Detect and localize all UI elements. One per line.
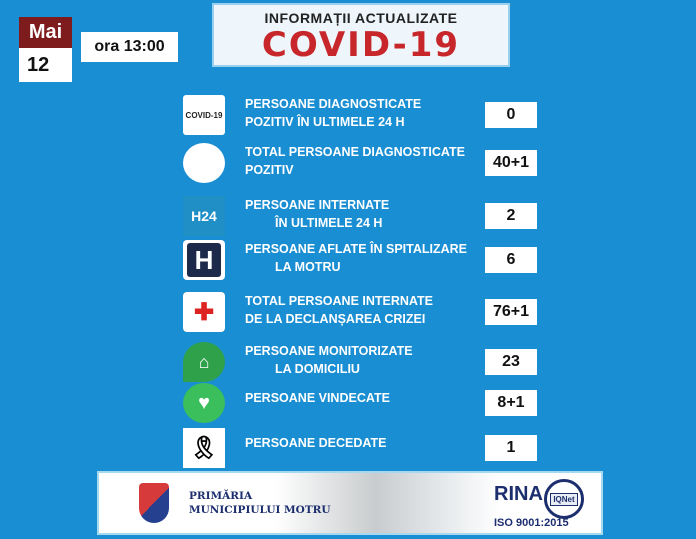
h24-icon: H24 [183,196,225,236]
footer-line2: MUNICIPIULUI MOTRU [189,504,331,516]
icon-glyph: 🎗 [190,435,218,460]
iqnet-label: IQNet [550,492,578,506]
hospital-glyph: H [187,243,221,277]
banner-subtitle: INFORMAȚII ACTUALIZATE [264,10,458,26]
footer-line1: PRIMĂRIA [189,490,253,502]
date-month: Mai [19,17,72,48]
stat-label: PERSOANE MONITORIZATE LA DOMICILIU [245,342,413,378]
footer-banner: PRIMĂRIA MUNICIPIULUI MOTRU RINA IQNet I… [97,471,603,535]
stat-value: 2 [485,203,537,229]
covid-test-icon: COVID-19 [183,95,225,135]
stat-label: PERSOANE DECEDATE [245,434,386,452]
home-location-icon: ⌂ [183,342,225,382]
stat-label-line2: POZITIV ÎN ULTIMELE 24 H [245,115,405,129]
stat-label: PERSOANE VINDECATE [245,389,390,407]
stat-label: TOTAL PERSOANE INTERNATE DE LA DECLANȘAR… [245,292,433,328]
stat-label: TOTAL PERSOANE DIAGNOSTICATE POZITIV [245,143,465,179]
stat-label-line1: PERSOANE INTERNATE [245,198,390,212]
stat-label-line2: DE LA DECLANȘAREA CRIZEI [245,312,426,326]
heart-pulse-icon: ♥ [183,383,225,423]
stat-value: 76+1 [485,299,537,325]
city-hall-name: PRIMĂRIA MUNICIPIULUI MOTRU [189,489,331,517]
stat-label-line1: PERSOANE AFLATE ÎN SPITALIZARE [245,242,467,256]
patient-icon [183,143,225,183]
hospital-icon: H [183,240,225,280]
rina-logo: RINA [494,483,543,505]
update-time: ora 13:00 [81,32,178,62]
stat-label-line1: TOTAL PERSOANE INTERNATE [245,294,433,308]
stat-value: 1 [485,435,537,461]
coat-of-arms-icon [139,483,169,523]
title-banner: INFORMAȚII ACTUALIZATE COVID-19 [212,3,510,67]
iso-label: ISO 9001:2015 [494,517,569,529]
stat-label-line1: PERSOANE DECEDATE [245,436,387,450]
stat-label-line2: POZITIV [245,163,294,177]
stat-value: 8+1 [485,390,537,416]
stat-value: 6 [485,247,537,273]
stat-label-line2: LA MOTRU [275,260,341,274]
stat-label: PERSOANE INTERNATE ÎN ULTIMELE 24 H [245,196,389,232]
date-day: 12 [19,48,72,82]
stat-label-line2: ÎN ULTIMELE 24 H [275,216,383,230]
stat-label-line1: PERSOANE DIAGNOSTICATE [245,97,422,111]
icon-glyph: ⌂ [198,351,210,372]
icon-glyph: H24 [191,208,217,224]
stat-value: 40+1 [485,150,537,176]
medical-star-icon: ✚ [183,292,225,332]
stat-label-line1: TOTAL PERSOANE DIAGNOSTICATE [245,145,465,159]
stat-label-line2: LA DOMICILIU [275,362,360,376]
icon-glyph: ✚ [193,298,215,326]
stat-label: PERSOANE AFLATE ÎN SPITALIZARE LA MOTRU [245,240,467,276]
stat-value: 23 [485,349,537,375]
stat-label-line1: PERSOANE MONITORIZATE [245,344,413,358]
mourning-ribbon-icon: 🎗 [183,428,225,468]
stat-value: 0 [485,102,537,128]
stat-label-line1: PERSOANE VINDECATE [245,391,390,405]
icon-glyph: COVID-19 [185,110,223,120]
banner-title: COVID-19 [261,25,461,65]
stat-label: PERSOANE DIAGNOSTICATE POZITIV ÎN ULTIME… [245,95,421,131]
icon-glyph: ♥ [198,391,210,414]
iqnet-logo: IQNet [544,479,584,519]
